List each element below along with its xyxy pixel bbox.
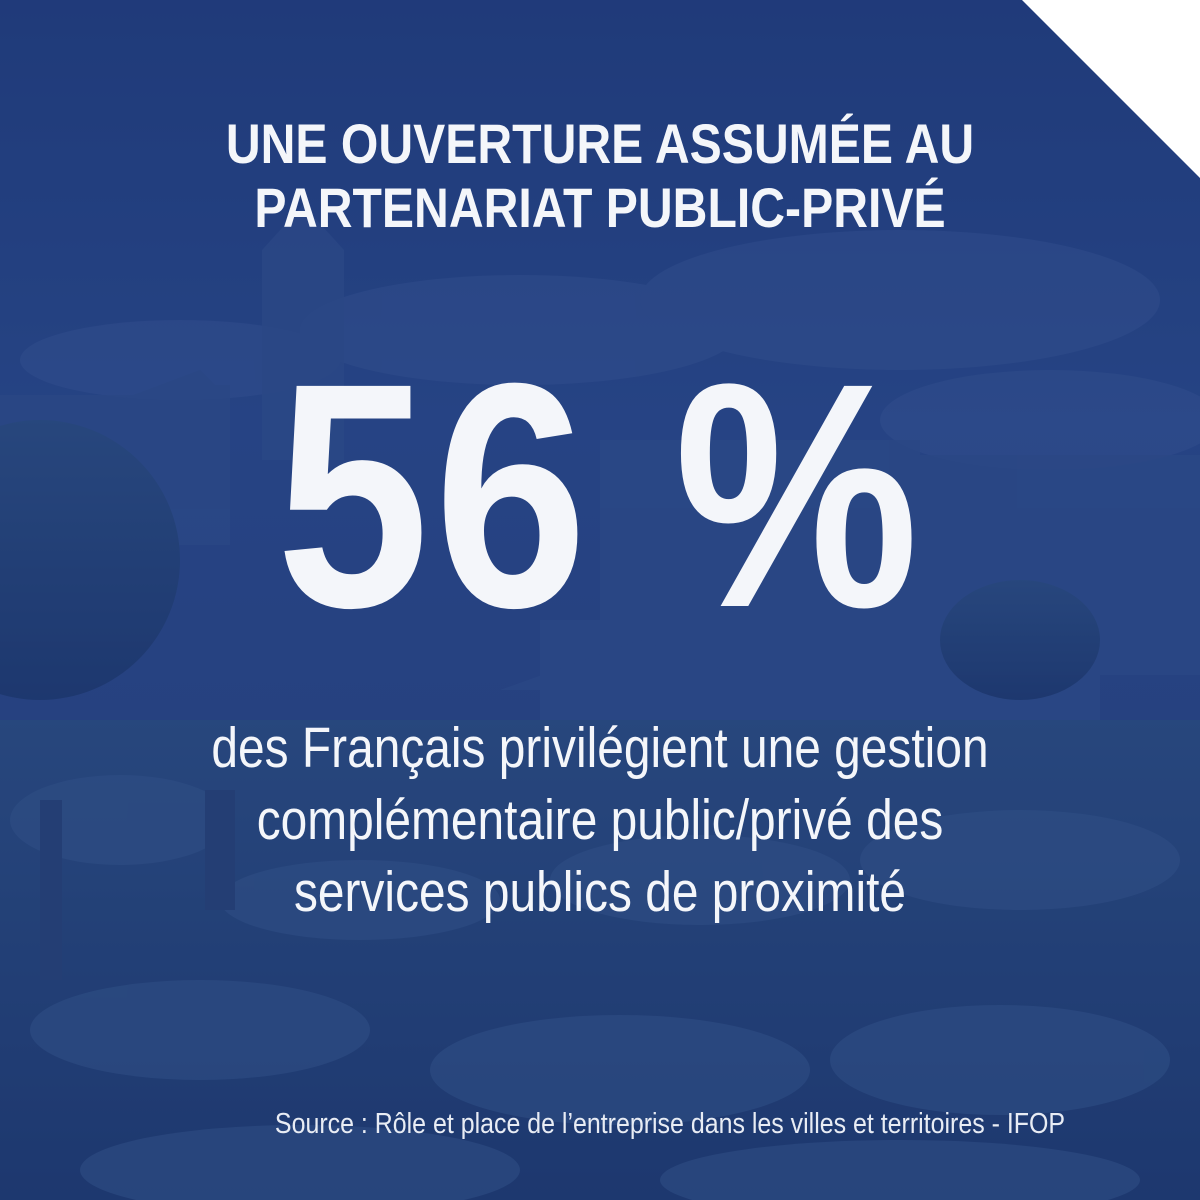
headline: UNE OUVERTURE ASSUMÉE AU PARTENARIAT PUB… [225, 112, 975, 239]
clouds [20, 230, 1200, 470]
source-citation: Source : Rôle et place de l’entreprise d… [274, 1108, 1066, 1140]
town-silhouette [0, 205, 1200, 730]
vine-leaves [10, 775, 1180, 1200]
key-statistic: 56 % [276, 316, 924, 674]
vine-posts [40, 790, 235, 980]
statistic-description: des Français privilégient une gestion co… [211, 716, 989, 924]
